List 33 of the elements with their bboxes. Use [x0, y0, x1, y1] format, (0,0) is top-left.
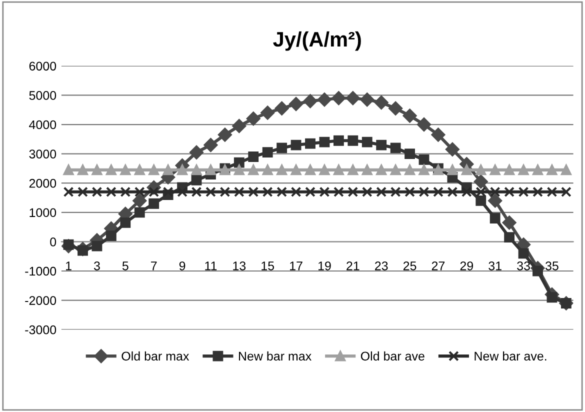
x-tick-label: 19: [318, 261, 331, 270]
y-tick-label: 1000: [30, 208, 56, 218]
x-tick-label: 11: [205, 262, 217, 270]
chart-title: Jy/(A/m²): [273, 31, 361, 51]
x-tick-label: 5: [122, 262, 128, 270]
x-tick-label: 21: [346, 261, 360, 270]
x-tick-label: 25: [403, 261, 416, 270]
legend-label: New bar max: [238, 351, 312, 361]
legend-label: Old bar ave: [360, 351, 424, 361]
y-tick-label: 2000: [29, 178, 56, 188]
legend-label: New bar ave.: [474, 351, 546, 361]
y-tick-label: 4000: [29, 120, 56, 130]
y-tick-label: 5000: [29, 91, 56, 100]
y-tick-label: 0: [50, 238, 56, 246]
x-tick-label: 7: [151, 262, 157, 270]
y-tick-label: -3000: [25, 325, 56, 334]
x-tick-label: 17: [290, 262, 302, 270]
x-tick-label: 33: [517, 261, 530, 270]
x-tick-label: 9: [179, 261, 186, 270]
x-tick-label: 13: [233, 261, 246, 270]
x-tick-label: 15: [262, 262, 274, 270]
x-tick-label: 27: [432, 261, 445, 270]
x-tick-label: 1: [66, 262, 72, 270]
y-tick-label: -1000: [25, 266, 56, 276]
x-tick-label: 35: [545, 261, 558, 270]
x-tick-label: 31: [488, 261, 502, 270]
y-tick-label: 6000: [29, 62, 56, 71]
x-tick-label: 3: [94, 261, 100, 270]
legend-label: Old bar max: [122, 351, 190, 361]
x-tick-label: 23: [375, 261, 388, 270]
y-tick-label: -2000: [25, 296, 56, 305]
y-tick-label: 3000: [29, 150, 56, 158]
x-tick-label: 29: [460, 261, 474, 270]
